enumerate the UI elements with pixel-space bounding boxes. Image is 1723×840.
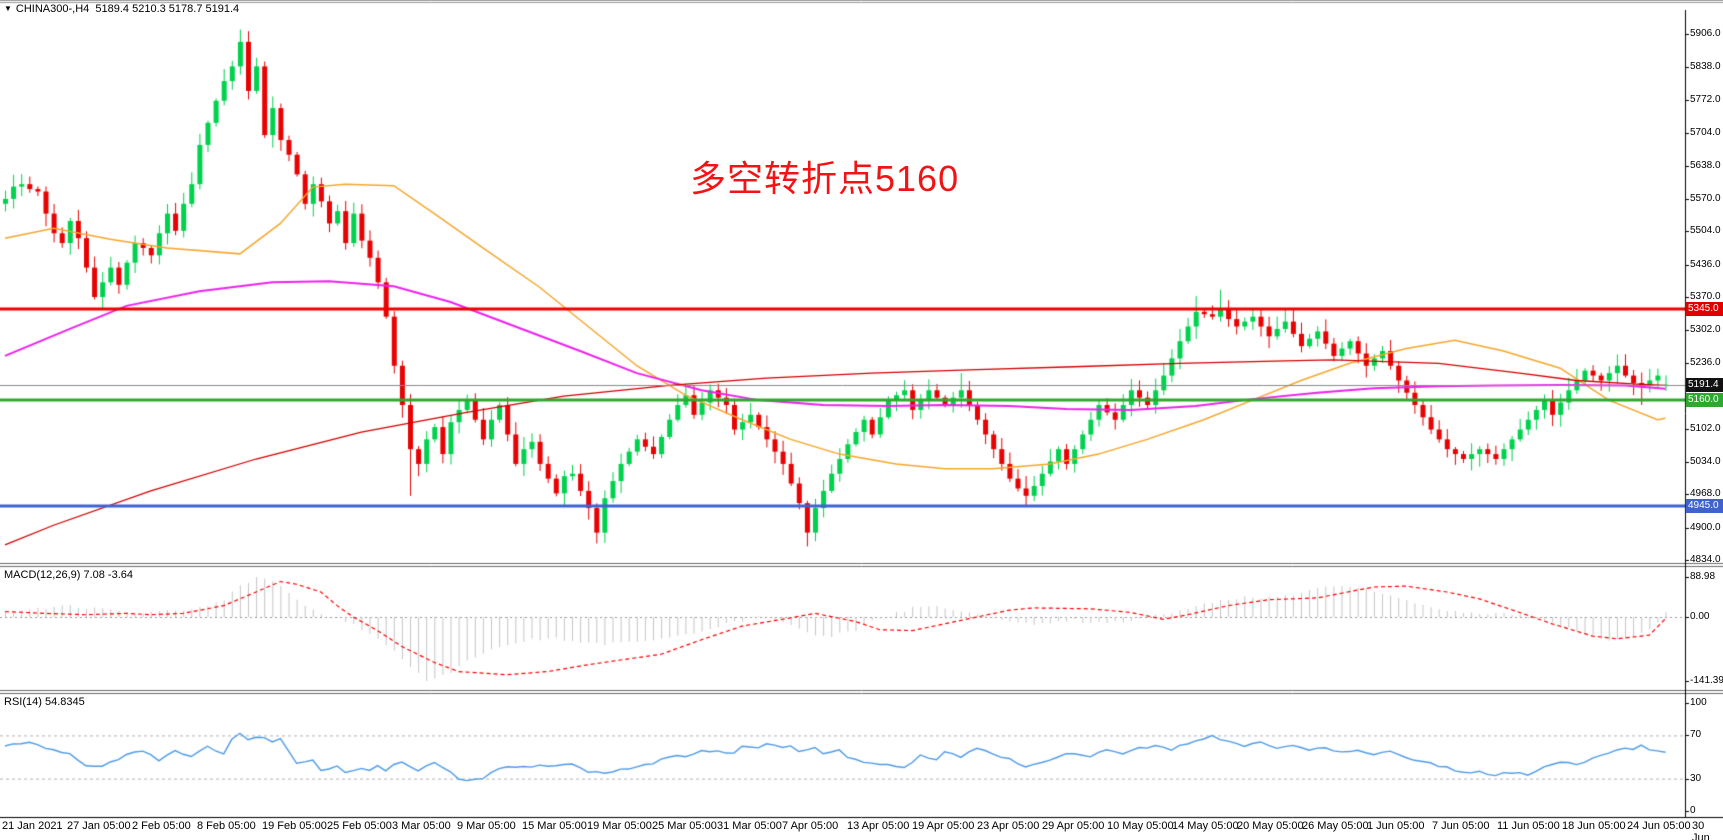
price-tick-label: 5838.0: [1690, 61, 1721, 73]
time-tick-label: 30 Jun 05:00: [1692, 820, 1710, 840]
price-tick-label: 5638.0: [1690, 159, 1721, 171]
price-tick-label: 4900.0: [1690, 521, 1721, 533]
price-tick-label: 5302.0: [1690, 324, 1721, 336]
price-tick-label: 5570.0: [1690, 192, 1721, 204]
time-tick-label: 7 Jun 05:00: [1432, 820, 1490, 832]
time-tick-label: 1 Jun 05:00: [1367, 820, 1425, 832]
rsi-tick-label: 100: [1690, 697, 1707, 708]
price-tick-label: 5504.0: [1690, 225, 1721, 237]
time-tick-label: 15 Mar 05:00: [522, 820, 587, 832]
rsi-indicator-label: RSI(14) 54.8345: [4, 696, 85, 708]
price-level-badge: 5160.0: [1686, 393, 1723, 408]
price-tick-label: 5034.0: [1690, 455, 1721, 467]
time-tick-label: 13 Apr 05:00: [847, 820, 910, 832]
time-tick-label: 31 Mar 05:00: [717, 820, 782, 832]
time-tick-label: 19 Feb 05:00: [262, 820, 327, 832]
rsi-tick-label: 70: [1690, 729, 1702, 741]
time-tick-label: 10 May 05:00: [1107, 820, 1174, 832]
price-tick-label: 5370.0: [1690, 291, 1721, 303]
macd-tick-label: 88.98: [1690, 570, 1716, 582]
time-tick-label: 20 May 05:00: [1237, 820, 1304, 832]
price-tick-label: 5236.0: [1690, 356, 1721, 368]
price-tick-label: 5102.0: [1690, 422, 1721, 434]
price-tick-label: 5436.0: [1690, 258, 1721, 270]
macd-indicator-label: MACD(12,26,9) 7.08 -3.64: [4, 569, 134, 581]
rsi-tick-label: 0: [1690, 805, 1696, 816]
price-tick-label: 5704.0: [1690, 127, 1721, 139]
time-tick-label: 7 Apr 05:00: [782, 820, 839, 832]
time-tick-label: 2 Feb 05:00: [132, 820, 191, 832]
time-tick-label: 29 Apr 05:00: [1042, 820, 1105, 832]
time-tick-label: 26 May 05:00: [1302, 820, 1369, 832]
time-tick-label: 8 Feb 05:00: [197, 820, 256, 832]
price-tick-label: 5906.0: [1690, 28, 1721, 39]
time-tick-label: 14 May 05:00: [1172, 820, 1239, 832]
time-tick-label: 24 Jun 05:00: [1627, 820, 1691, 832]
macd-tick-label: 0.00: [1690, 611, 1710, 622]
price-level-badge: 5191.4: [1686, 377, 1723, 392]
macd-tick-label: -141.39: [1690, 675, 1723, 687]
rsi-tick-label: 30: [1690, 772, 1702, 784]
time-tick-label: 19 Mar 05:00: [587, 820, 652, 832]
price-level-badge: 4945.0: [1686, 498, 1723, 513]
time-tick-label: 25 Feb 05:00: [327, 820, 392, 832]
price-tick-label: 4968.0: [1690, 488, 1721, 500]
time-tick-label: 18 Jun 05:00: [1562, 820, 1626, 832]
ohlc-values: 5189.4 5210.3 5178.7 5191.4: [95, 3, 240, 15]
time-tick-label: 23 Apr 05:00: [977, 820, 1040, 832]
time-tick-label: 11 Jun 05:00: [1497, 820, 1560, 832]
price-level-badge: 5345.0: [1686, 302, 1723, 317]
time-tick-label: 19 Apr 05:00: [912, 820, 975, 832]
price-tick-label: 5772.0: [1690, 93, 1721, 105]
annotation-text[interactable]: 多空转折点5160: [690, 158, 960, 199]
collapse-chevron-icon[interactable]: ▼: [4, 4, 12, 13]
time-tick-label: 9 Mar 05:00: [457, 820, 516, 832]
time-tick-label: 3 Mar 05:00: [392, 820, 451, 832]
time-tick-label: 25 Mar 05:00: [652, 820, 717, 832]
symbol-period-label: CHINA300-,H4: [15, 3, 90, 15]
time-tick-label: 21 Jan 2021: [2, 820, 63, 832]
price-tick-label: 4834.0: [1690, 554, 1721, 566]
symbol-title: ▼ CHINA300-,H4 5189.4 5210.3 5178.7 5191.…: [4, 3, 239, 15]
time-tick-label: 27 Jan 05:00: [67, 820, 131, 832]
